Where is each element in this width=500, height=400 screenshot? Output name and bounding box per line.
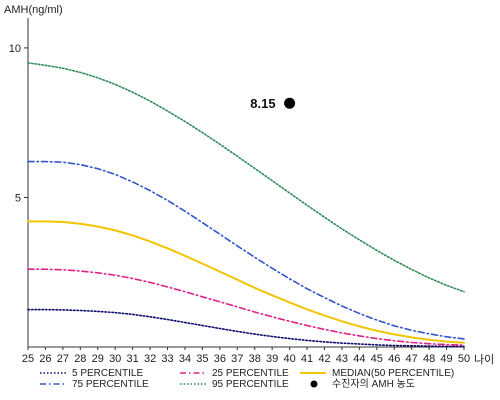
x-tick-label: 38 (249, 353, 261, 365)
x-tick-label: 42 (318, 353, 330, 365)
legend-marker-point (310, 380, 318, 388)
x-tick-label: 39 (266, 353, 278, 365)
x-tick-label: 34 (179, 353, 191, 365)
x-tick-label: 29 (92, 353, 104, 365)
x-tick-label: 27 (57, 353, 69, 365)
series-line-25-percentile (27, 268, 465, 346)
x-tick-label: 26 (39, 353, 51, 365)
x-tick-label: 44 (353, 353, 365, 365)
x-tick-label: 32 (144, 353, 156, 365)
legend-label: 25 PERCENTILE (212, 368, 289, 379)
x-tick-label: 47 (406, 353, 418, 365)
point-layer: 8.15 (250, 96, 296, 111)
patient-amh-value-label: 8.15 (250, 96, 275, 111)
x-axis-title: 나이 (474, 353, 494, 366)
series-line-median-50-percentile (27, 220, 465, 344)
legend-label: 95 PERCENTILE (212, 379, 289, 390)
axes: 5 10 25 26 27 28 29 30 31 32 33 34 35 36 37 38 39 40 41 42 4… (9, 18, 470, 365)
x-tick-label: 30 (109, 353, 121, 365)
legend-label: MEDIAN(50 PERCENTILE) (332, 368, 454, 379)
x-tick-label: 50 (458, 353, 470, 365)
x-tick-label: 40 (283, 353, 295, 365)
series-layer (27, 62, 465, 348)
y-axis-title: AMH(ng/ml) (4, 4, 63, 16)
legend-label: 5 PERCENTILE (72, 368, 143, 379)
y-tick-label: 10 (9, 43, 21, 55)
x-tick-label: 36 (214, 353, 226, 365)
legend-label: 수진자의 AMH 농도 (332, 378, 415, 390)
series-line-5-percentile (27, 308, 465, 348)
x-tick-label: 49 (440, 353, 452, 365)
x-tick-label: 41 (301, 353, 313, 365)
x-tick-label: 45 (371, 353, 383, 365)
x-tick-label: 35 (196, 353, 208, 365)
y-tick-label: 5 (15, 192, 21, 204)
legend: 5 PERCENTILE 25 PERCENTILE MEDIAN(50 PERCE… (40, 368, 454, 390)
x-tick-label: 48 (423, 353, 435, 365)
series-line-95-percentile (27, 62, 465, 293)
x-tick-label: 33 (161, 353, 173, 365)
x-tick-label: 31 (127, 353, 139, 365)
series-line-75-percentile (27, 160, 465, 340)
x-tick-label: 28 (74, 353, 86, 365)
x-tick-label: 43 (336, 353, 348, 365)
legend-label: 75 PERCENTILE (72, 379, 149, 390)
x-tick-label: 37 (231, 353, 243, 365)
x-tick-label: 46 (388, 353, 400, 365)
patient-amh-point (284, 97, 296, 109)
x-tick-label: 25 (22, 353, 34, 365)
